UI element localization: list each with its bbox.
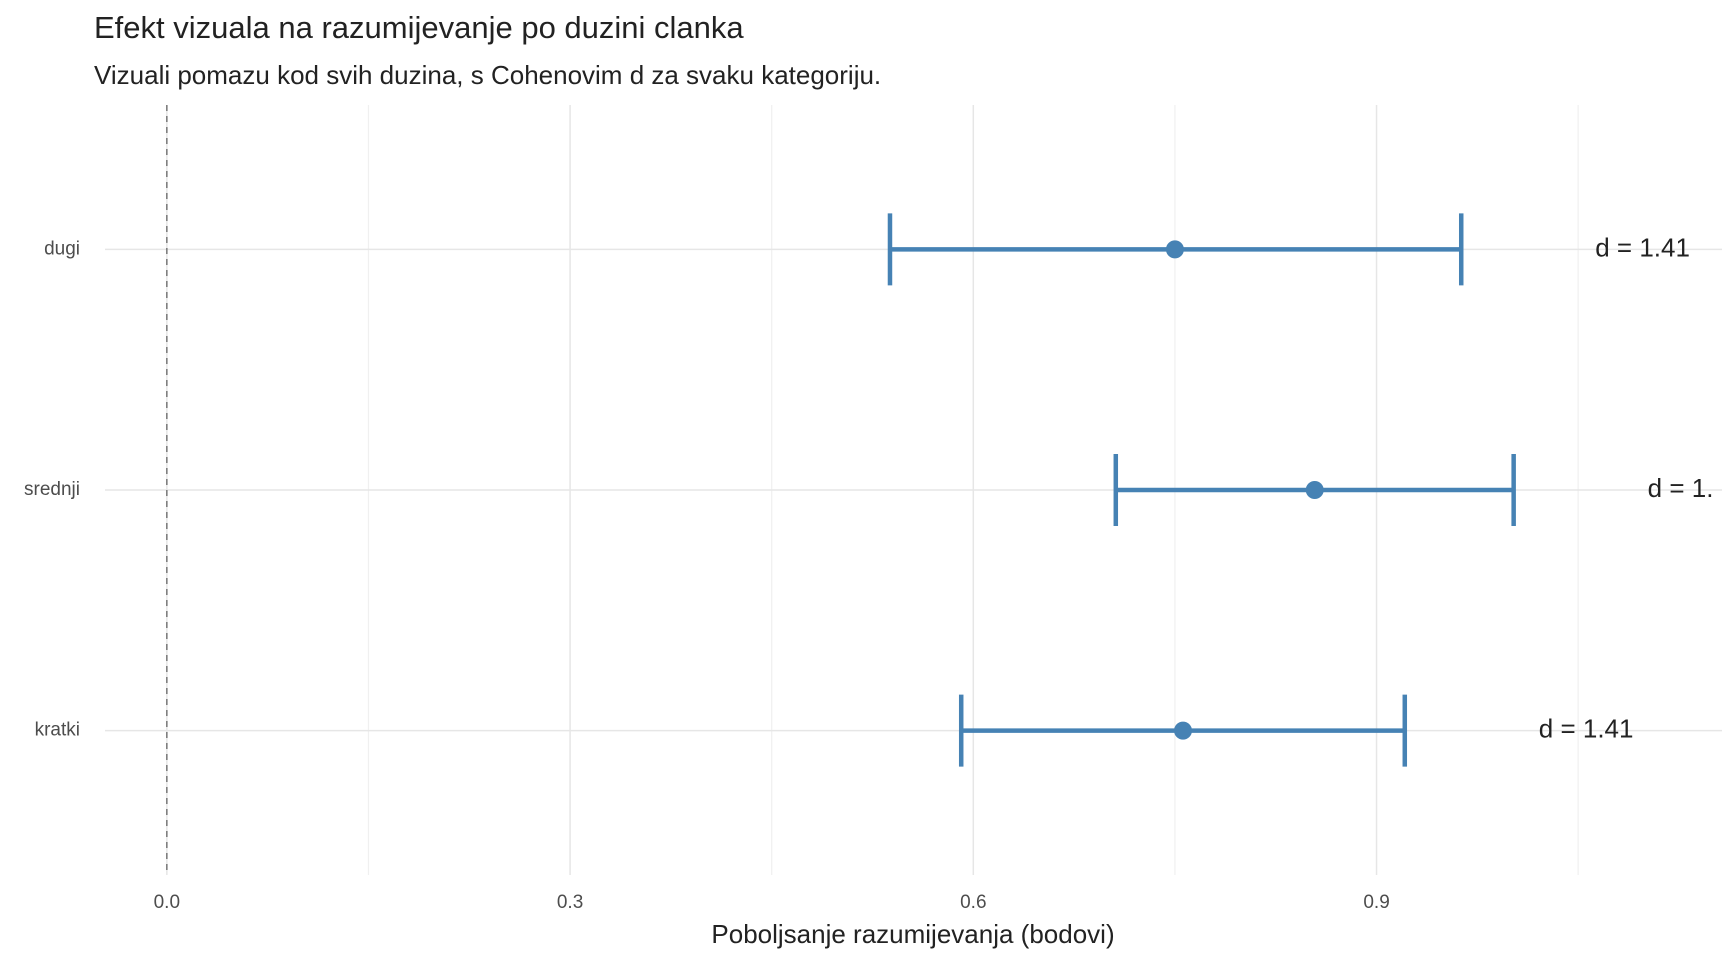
point — [1305, 481, 1324, 499]
chart-subtitle: Vizuali pomazu kod svih duzina, s Coheno… — [94, 60, 881, 90]
x-tick-label: 0.0 — [154, 892, 180, 913]
annotation: d = 1.41 — [1595, 232, 1690, 262]
y-tick-label: srednji — [24, 479, 80, 500]
x-axis-title: Poboljsanje razumijevanja (bodovi) — [711, 919, 1114, 949]
point — [1165, 240, 1184, 259]
x-tick-label: 0.6 — [960, 892, 986, 913]
point — [1174, 721, 1192, 740]
annotation: d = 1. — [1648, 473, 1714, 503]
chart-title: Efekt vizuala na razumijevanje po duzini… — [94, 10, 744, 45]
x-tick-label: 0.3 — [557, 892, 583, 913]
y-tick-label: kratki — [35, 720, 80, 741]
y-tick-label: dugi — [44, 238, 80, 259]
x-tick-label: 0.9 — [1363, 892, 1389, 913]
annotation: d = 1.41 — [1539, 714, 1634, 744]
